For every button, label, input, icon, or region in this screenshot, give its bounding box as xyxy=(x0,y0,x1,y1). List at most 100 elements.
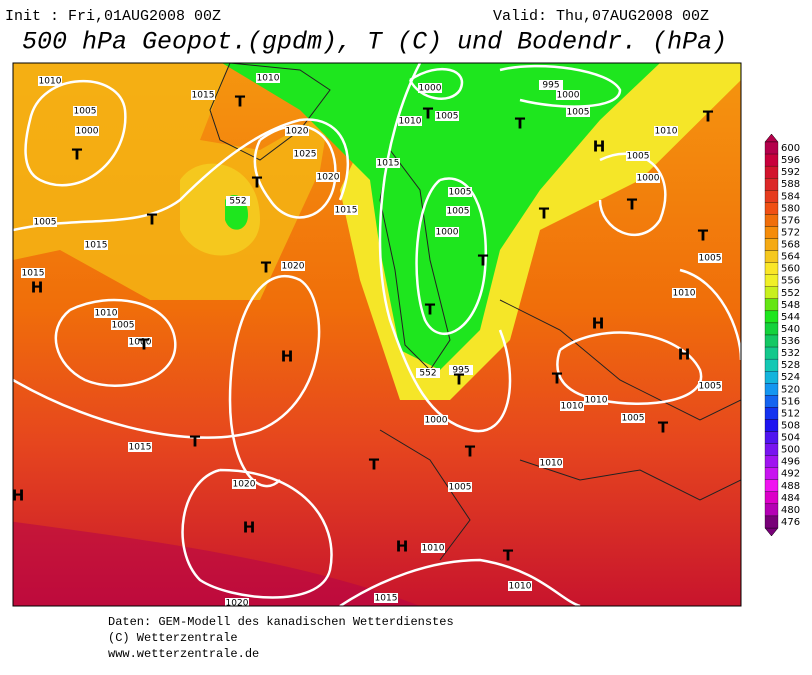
colorbar-label: 532 xyxy=(781,348,800,359)
isobar-label: 1020 xyxy=(226,599,249,609)
pressure-center: H xyxy=(593,138,606,156)
label-box xyxy=(421,543,445,553)
label-box xyxy=(94,308,118,318)
pressure-center: T xyxy=(539,205,550,223)
label-box xyxy=(539,80,563,90)
colorbar-swatch xyxy=(764,298,779,312)
label-box xyxy=(424,415,448,425)
label-box xyxy=(232,479,256,489)
label-box xyxy=(334,205,358,215)
isobar-label: 1000 xyxy=(425,416,448,426)
pressure-center: T xyxy=(72,146,83,164)
isobar-label: 1010 xyxy=(257,74,280,84)
colorbar-swatch xyxy=(764,274,779,287)
colorbar-swatch xyxy=(764,153,779,167)
label-box xyxy=(128,442,152,452)
colorbar-label: 592 xyxy=(781,167,800,178)
isobar-label: 1005 xyxy=(436,112,459,122)
colorbar-label: 500 xyxy=(781,445,800,456)
isobar-label: 1005 xyxy=(622,414,645,424)
pressure-center: T xyxy=(369,456,380,474)
title: 500 hPa Geopot.(gpdm), T (C) und Bodendr… xyxy=(22,28,727,57)
isobar-label: 1020 xyxy=(233,480,256,490)
label-box xyxy=(621,413,645,423)
colorbar-label: 484 xyxy=(781,493,800,504)
colorbar-label: 540 xyxy=(781,324,800,335)
isobar-label: 1005 xyxy=(112,321,135,331)
label-box xyxy=(566,107,590,117)
init-time: Init : Fri,01AUG2008 00Z xyxy=(5,8,221,25)
colorbar-swatch xyxy=(764,334,779,348)
map: 1010 1005 1000 1015 1010 1020 1025 1020 1015 1015… xyxy=(12,63,741,609)
label-box xyxy=(539,458,563,468)
colorbar-swatch xyxy=(764,443,779,456)
colorbar-label: 588 xyxy=(781,179,800,190)
pressure-center: H xyxy=(678,346,691,364)
label-box xyxy=(84,240,108,250)
label-box xyxy=(226,196,250,206)
isobar xyxy=(339,558,581,606)
isobar xyxy=(556,331,703,405)
colorbar-swatch xyxy=(764,467,779,480)
colorbar-swatch xyxy=(764,202,779,215)
pressure-center: T xyxy=(478,252,489,270)
label-box xyxy=(672,288,696,298)
colorbar-swatch xyxy=(764,479,779,492)
isobar-label: 1005 xyxy=(449,188,472,198)
label-box xyxy=(698,381,722,391)
isobar xyxy=(13,118,350,232)
label-box xyxy=(448,482,472,492)
colorbar-label: 536 xyxy=(781,336,800,347)
isobar-label: 1000 xyxy=(637,174,660,184)
colorbar-label: 512 xyxy=(781,408,800,419)
colorbar-swatch xyxy=(764,371,779,384)
hot-zone xyxy=(13,521,420,606)
isobar-label: 1000 xyxy=(129,338,152,348)
map-labels: 1010 1005 1000 1015 1010 1020 1025 1020 1015 1015… xyxy=(12,73,722,609)
colorbar-label: 528 xyxy=(781,360,800,371)
isobar-label: 1000 xyxy=(76,127,99,137)
label-box xyxy=(191,90,215,100)
label-box xyxy=(21,268,45,278)
pressure-center: T xyxy=(698,227,709,245)
label-box xyxy=(626,151,650,161)
colorbar-swatch xyxy=(764,491,779,505)
isobar-label: 1005 xyxy=(447,207,470,217)
pressure-center: T xyxy=(147,211,158,229)
colorbar-swatch xyxy=(764,141,779,155)
pressure-center: H xyxy=(592,315,605,333)
isobar-label: 552 xyxy=(419,369,436,379)
label-box xyxy=(435,111,459,121)
label-box xyxy=(449,365,473,375)
colorbar-label: 548 xyxy=(781,300,800,311)
isobar-label: 552 xyxy=(229,197,246,207)
footer-line: (C) Wetterzentrale xyxy=(108,631,238,645)
isobar-label: 1000 xyxy=(557,91,580,101)
colorbar-swatch xyxy=(764,395,779,408)
colorbar-swatch xyxy=(764,455,779,468)
colorbar-swatch xyxy=(764,286,779,299)
pressure-center: T xyxy=(515,115,526,133)
label-box xyxy=(316,172,340,182)
isobar-label: 995 xyxy=(542,81,559,91)
isobar-label: 1005 xyxy=(567,108,590,118)
isobar xyxy=(24,80,127,187)
isobar-label: 1005 xyxy=(627,152,650,162)
colorbar: 6005965925885845805765725685645605565525… xyxy=(764,133,800,537)
isobar-label: 995 xyxy=(452,366,469,376)
label-box xyxy=(376,158,400,168)
label-box xyxy=(111,320,135,330)
isobar-label: 1010 xyxy=(509,582,532,592)
pressure-center: T xyxy=(552,370,563,388)
pressure-center: H xyxy=(12,487,25,505)
label-box xyxy=(448,187,472,197)
pressure-center: T xyxy=(235,93,246,111)
label-box xyxy=(636,173,660,183)
label-box xyxy=(75,126,99,136)
colorbar-swatch xyxy=(764,226,779,239)
isobar-label: 1000 xyxy=(419,84,442,94)
colorbar-swatch xyxy=(764,238,779,251)
isobar xyxy=(181,468,333,599)
label-box xyxy=(435,227,459,237)
colorbar-swatch xyxy=(764,419,779,432)
